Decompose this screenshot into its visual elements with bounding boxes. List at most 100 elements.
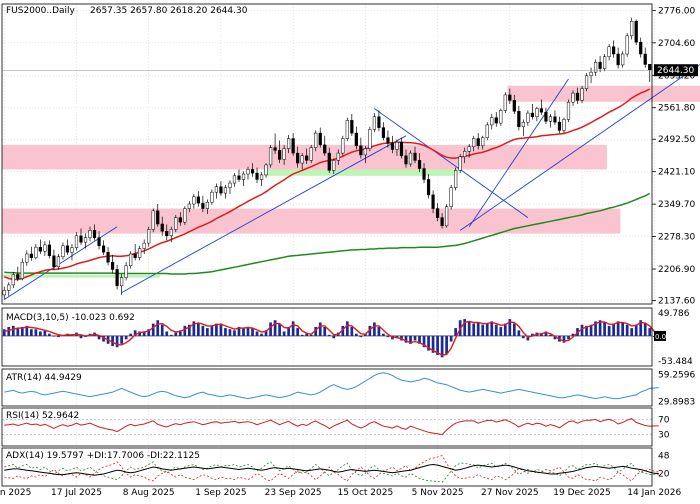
macd-bar — [228, 329, 232, 336]
macd-bar — [210, 325, 214, 336]
candle-body — [526, 112, 530, 123]
candle-body — [386, 137, 390, 144]
macd-bar — [327, 334, 331, 336]
candle-body — [553, 116, 557, 123]
candle-body — [598, 61, 602, 69]
macd-bar — [418, 335, 421, 344]
candle-body — [562, 119, 566, 131]
candle-body — [431, 194, 435, 209]
candle-body — [616, 53, 620, 66]
macd-bar — [224, 328, 227, 336]
candle-body — [101, 245, 106, 253]
candle-body — [413, 152, 417, 161]
moving-averages — [4, 88, 651, 281]
candle-body — [503, 94, 507, 111]
macd-bar — [25, 325, 29, 336]
macd-bar — [526, 335, 530, 341]
candle-body — [544, 111, 548, 122]
ohlc-readout: 2657.35 2657.80 2618.20 2644.30 — [90, 6, 248, 16]
macd-bar — [594, 321, 597, 336]
candle-body — [196, 196, 200, 204]
candle-body — [359, 145, 363, 156]
macd-bar — [409, 335, 412, 344]
resistance-zone — [507, 85, 700, 102]
candle-body — [237, 175, 241, 180]
panel-frames — [1, 3, 653, 487]
macd-bar — [314, 326, 318, 336]
candle-body — [142, 242, 146, 249]
macd-bar — [142, 331, 146, 336]
macd-bar — [490, 321, 494, 336]
candle-body — [16, 274, 20, 279]
candle-body — [223, 187, 228, 194]
macd-bar — [16, 328, 20, 336]
macd-bar — [178, 330, 182, 336]
candle-body — [246, 169, 250, 175]
candle-body — [458, 156, 462, 171]
candle-body — [110, 261, 115, 270]
macd-bar — [562, 335, 566, 343]
macd-bar — [531, 333, 534, 336]
panel-frame — [1, 3, 653, 305]
macd-bar — [43, 330, 47, 336]
macd-bar — [630, 328, 634, 336]
candle-body — [426, 179, 431, 196]
trendline — [374, 108, 529, 219]
trendline — [459, 64, 700, 231]
macd-bar — [454, 328, 457, 336]
candle-body — [124, 265, 128, 278]
macd-bar — [449, 335, 453, 342]
candle-body — [20, 261, 24, 279]
price-zones — [2, 85, 700, 278]
macd-bar — [603, 322, 606, 336]
candle-body — [607, 46, 611, 57]
candle-body — [92, 230, 97, 238]
candlestick-series — [2, 17, 652, 300]
macd-bar — [427, 335, 430, 351]
macd-bar — [585, 325, 588, 336]
macd-bar — [377, 326, 381, 336]
candle-body — [264, 164, 268, 176]
macd-bar — [373, 322, 376, 336]
candle-body — [138, 248, 142, 258]
x-tick-label: 25 Jun 2025 — [0, 488, 31, 498]
panel-frame — [1, 307, 653, 367]
macd-bar — [197, 322, 200, 336]
candle-body — [61, 245, 65, 257]
candle-body — [228, 182, 232, 188]
candle-body — [472, 138, 476, 147]
candle-body — [643, 53, 647, 65]
candle-body — [422, 168, 426, 180]
atr-tick-label: 59.2596 — [658, 370, 695, 380]
candle-body — [70, 247, 74, 253]
macd-bar — [616, 321, 620, 336]
candle-body — [7, 284, 11, 291]
candle-body — [38, 246, 42, 252]
x-tick-label: 19 Dec 2025 — [553, 488, 611, 498]
macd-bar — [634, 324, 638, 336]
candle-body — [417, 160, 422, 169]
y-tick-label: 2349.70 — [658, 200, 695, 210]
panel-frame — [1, 407, 653, 447]
candle-body — [490, 117, 494, 126]
macd-bar — [503, 323, 507, 336]
macd-bar — [120, 335, 123, 344]
macd-bar — [34, 329, 38, 336]
candle-body — [259, 174, 264, 180]
x-tick-label: 5 Nov 2025 — [412, 488, 464, 498]
macd-bar — [382, 333, 385, 336]
macd-bar — [52, 335, 56, 337]
candle-body — [612, 46, 616, 55]
candle-body — [548, 116, 553, 122]
rsi-label: RSI(14) 52.9642 — [6, 411, 79, 421]
macd-bar — [183, 325, 187, 336]
macd-bar — [445, 335, 448, 354]
macd-bar — [553, 335, 557, 340]
support-zone — [2, 274, 160, 278]
candle-body — [309, 147, 313, 161]
candle-body — [485, 124, 489, 138]
macd-bar — [431, 335, 435, 353]
candle-body — [278, 150, 282, 160]
macd-bar — [97, 335, 101, 340]
candle-body — [408, 152, 413, 165]
